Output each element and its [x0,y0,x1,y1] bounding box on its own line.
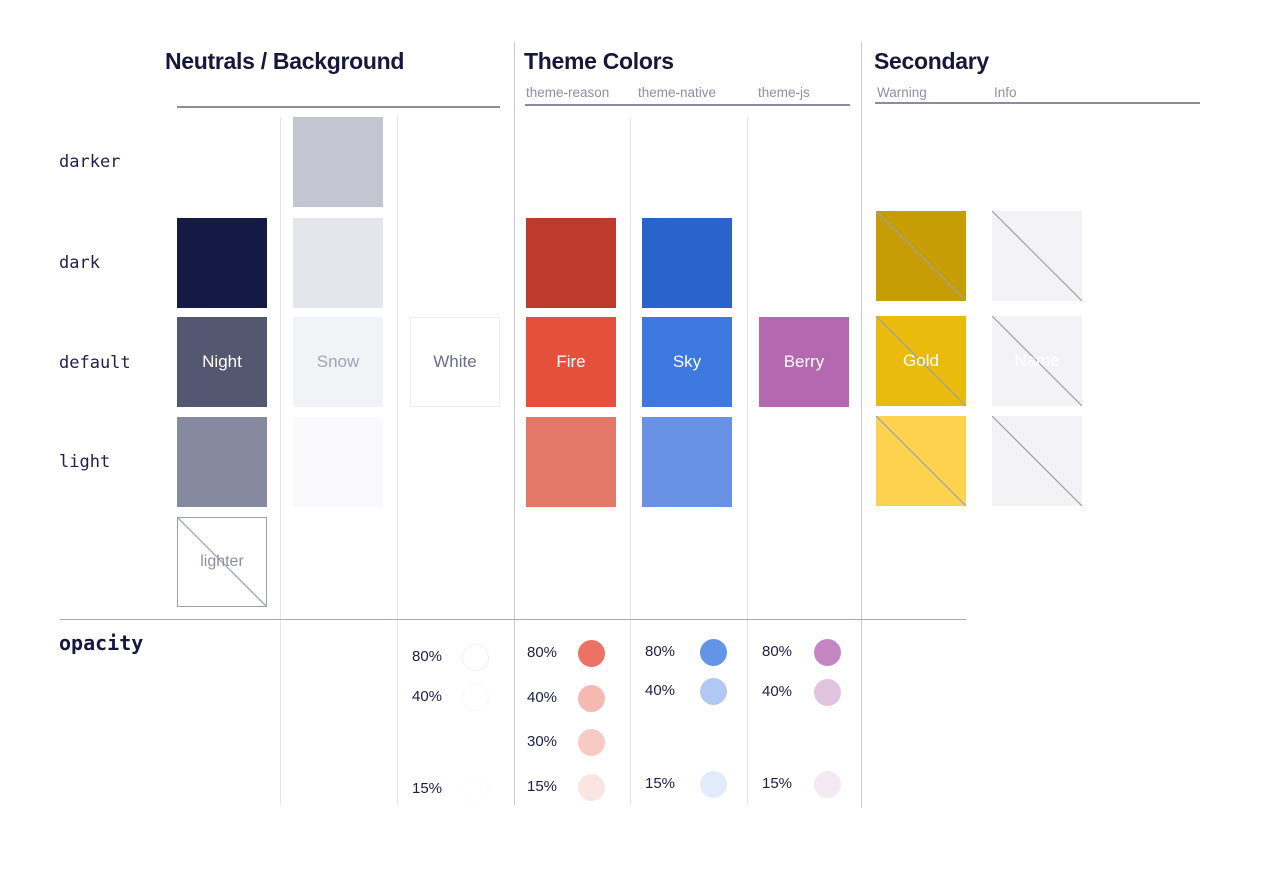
opacity-section-label: opacity [59,631,144,655]
opacity-dot-berry-15 [814,771,841,798]
opacity-dot-sky-15 [700,771,727,798]
row-label-darker: darker [59,152,121,172]
opacity-pct-fire-15: 15% [527,778,558,795]
opacity-pct-berry-80: 80% [762,643,793,660]
swatch-night: Night [177,317,267,407]
opacity-dot-sky-80 [700,639,727,666]
opacity-dot-white-80 [462,644,489,671]
swatch-gold-crossed: Gold [876,316,966,406]
swatch-info-dark-crossed [992,211,1082,301]
swatch-lighter-label: lighter [200,553,244,570]
swatch-onyx: Onyx [177,117,267,207]
swatch-snow-label: Snow [316,352,360,371]
swatch-neutral-light [177,417,267,507]
opacity-pct-berry-40: 40% [762,683,793,700]
swatch-snow: Snow [293,317,383,407]
neutrals-header-rule [177,106,500,108]
opacity-pct-sky-15: 15% [645,775,676,792]
theme-header-rule [525,104,850,106]
strikethrough-line [876,211,966,301]
theme-js-column-label: theme-js [758,85,810,100]
swatch-surface-light [293,417,383,507]
secondary-section-title: Secondary [874,48,989,74]
swatch-sky-light [642,417,732,507]
opacity-dot-fire-30 [578,729,605,756]
opacity-dot-sky-40 [700,678,727,705]
divider-theme-1 [630,117,631,805]
opacity-pct-fire-80: 80% [527,644,558,661]
strikethrough-line [876,416,966,506]
theme-native-column-label: theme-native [638,85,717,100]
swatch-night-label: Night [202,352,242,371]
opacity-dot-white-40 [462,684,489,711]
strikethrough-line [178,518,266,606]
opacity-pct-sky-80: 80% [645,643,676,660]
swatch-info-light-crossed [992,416,1082,506]
row-label-default: default [59,353,131,373]
opacity-dot-fire-80 [578,640,605,667]
swatch-fire-dark [526,218,616,308]
swatch-berry-label: Berry [783,352,825,371]
row-label-dark: dark [59,253,100,273]
info-column-label: Info [994,85,1017,100]
swatch-fire-label: Fire [556,352,586,371]
swatch-info-name-crossed: Name [992,316,1082,406]
swatch-warning-dark-crossed [876,211,966,301]
swatch-surface-darker [293,117,383,207]
swatch-berry: Berry [759,317,849,407]
opacity-separator-rule [60,619,966,620]
swatch-warning-light-crossed [876,416,966,506]
opacity-dot-white-15 [462,776,489,803]
swatch-neutral-dark [177,218,267,308]
opacity-pct-fire-40: 40% [527,689,558,706]
opacity-pct-berry-15: 15% [762,775,793,792]
swatch-surface-dark [293,218,383,308]
swatch-fire-light [526,417,616,507]
secondary-header-rule [875,102,1200,104]
theme-section-title: Theme Colors [524,48,674,74]
strikethrough-line [992,211,1082,301]
opacity-pct-sky-40: 40% [645,682,676,699]
swatch-lighter-crossed: lighter [177,517,267,607]
swatch-white-label: White [433,352,477,371]
strikethrough-line [876,316,966,406]
row-label-light: light [59,452,111,472]
opacity-pct-fire-30: 30% [527,733,558,750]
strikethrough-line [992,416,1082,506]
swatch-sky: Sky [642,317,732,407]
opacity-pct-white-15: 15% [412,780,443,797]
strikethrough-line [992,316,1082,406]
opacity-dot-berry-40 [814,679,841,706]
divider-neutrals-1 [280,117,281,805]
divider-neutrals-2 [397,117,398,805]
divider-theme-2 [747,117,748,805]
swatch-fire: Fire [526,317,616,407]
warning-column-label: Warning [877,85,927,100]
swatch-sky-label: Sky [672,352,702,371]
opacity-dot-berry-80 [814,639,841,666]
opacity-pct-white-40: 40% [412,688,443,705]
neutrals-section-title: Neutrals / Background [165,48,405,74]
swatch-onyx-label: Onyx [201,152,243,172]
opacity-dot-fire-15 [578,774,605,801]
swatch-white: White [410,317,500,407]
opacity-dot-fire-40 [578,685,605,712]
divider-section-secondary [861,42,862,808]
divider-section-theme [514,42,515,805]
swatch-gold-label: Gold [903,351,939,370]
opacity-pct-white-80: 80% [412,648,443,665]
swatch-info-name-label: Name [1014,351,1060,370]
swatch-sky-dark [642,218,732,308]
theme-reason-column-label: theme-reason [526,85,610,100]
